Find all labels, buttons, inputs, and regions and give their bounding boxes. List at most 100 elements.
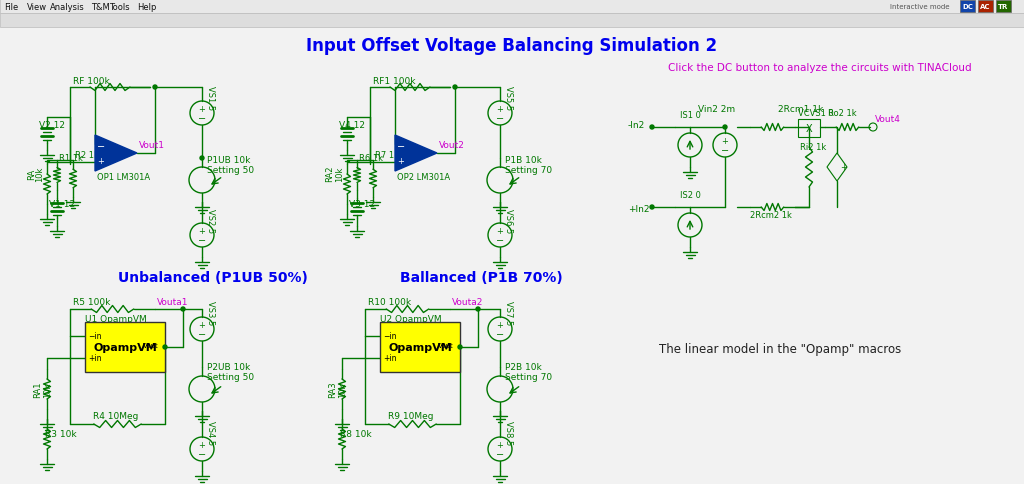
Bar	[85, 322, 165, 372]
Text: Vout: Vout	[143, 343, 159, 349]
Text: 2Rcm1 1k: 2Rcm1 1k	[778, 106, 823, 114]
Text: P1B 10k: P1B 10k	[505, 156, 542, 165]
Text: R9 10Meg: R9 10Meg	[388, 412, 433, 421]
Text: The linear model in the "Opamp" macros: The linear model in the "Opamp" macros	[658, 343, 901, 356]
Text: +: +	[497, 320, 504, 329]
Text: RF 100k: RF 100k	[73, 76, 110, 85]
Text: Vout1: Vout1	[139, 141, 165, 150]
Text: −: −	[198, 330, 206, 340]
Text: U1 OpampVM: U1 OpampVM	[85, 315, 146, 324]
Text: −: −	[496, 450, 504, 459]
Text: +: +	[199, 226, 206, 235]
Text: R10 100k: R10 100k	[368, 298, 411, 307]
Text: TR: TR	[998, 4, 1009, 10]
Text: Help: Help	[137, 2, 157, 12]
Text: OP2 LM301A: OP2 LM301A	[397, 173, 451, 182]
Text: Setting 50: Setting 50	[207, 373, 254, 382]
Text: −: −	[496, 330, 504, 340]
Text: VCVS1 0: VCVS1 0	[798, 108, 834, 117]
Text: IS1 0: IS1 0	[680, 111, 700, 120]
Circle shape	[476, 307, 480, 311]
Text: +: +	[840, 163, 847, 172]
Text: IS2 0: IS2 0	[680, 191, 700, 200]
Circle shape	[200, 157, 204, 161]
Text: +: +	[199, 105, 206, 113]
Text: Setting 70: Setting 70	[505, 166, 552, 175]
Text: −: −	[198, 450, 206, 459]
Text: V3 12: V3 12	[349, 200, 375, 209]
Text: 10k: 10k	[35, 166, 44, 182]
Text: DC: DC	[963, 4, 973, 10]
Text: Ballanced (P1B 70%): Ballanced (P1B 70%)	[400, 271, 563, 285]
Text: RA3: RA3	[328, 381, 337, 397]
Text: Setting 50: Setting 50	[207, 166, 254, 175]
Text: RA2: RA2	[325, 166, 334, 182]
Text: Setting 70: Setting 70	[505, 373, 552, 382]
Text: Analysis: Analysis	[50, 2, 85, 12]
Text: VS8 5: VS8 5	[504, 420, 513, 444]
Text: Vouta2: Vouta2	[452, 298, 483, 307]
Text: +In2: +In2	[628, 205, 649, 214]
Bar	[961, 1, 975, 13]
Bar	[996, 1, 1011, 13]
Circle shape	[163, 345, 167, 349]
Circle shape	[650, 126, 654, 130]
Text: −: −	[397, 141, 406, 151]
Text: +: +	[97, 156, 104, 166]
Text: +: +	[497, 440, 504, 449]
Text: Vout: Vout	[438, 343, 454, 349]
Text: P2UB 10k: P2UB 10k	[207, 363, 250, 372]
Text: Vout2: Vout2	[439, 141, 465, 150]
Text: Ro2 1k: Ro2 1k	[828, 108, 857, 117]
Text: −in: −in	[383, 332, 396, 341]
Text: V2 12: V2 12	[39, 121, 65, 130]
Text: −: −	[198, 236, 206, 246]
Text: R4 10Meg: R4 10Meg	[93, 412, 138, 421]
Text: −: −	[496, 114, 504, 124]
Text: −: −	[97, 141, 105, 151]
Text: VS1 5: VS1 5	[206, 86, 215, 110]
Text: P1UB 10k: P1UB 10k	[207, 156, 251, 165]
Text: Vout4: Vout4	[874, 115, 901, 124]
Text: File: File	[4, 2, 18, 12]
Text: R8 10k: R8 10k	[340, 430, 372, 439]
Text: Vouta1: Vouta1	[157, 298, 188, 307]
Text: Vin2 2m: Vin2 2m	[698, 106, 735, 114]
Text: AC: AC	[980, 4, 991, 10]
Text: V1 12: V1 12	[49, 200, 75, 209]
Text: P2B 10k: P2B 10k	[505, 363, 542, 372]
Text: VS4 5: VS4 5	[206, 420, 215, 444]
Text: 10k: 10k	[43, 381, 52, 397]
Text: Ri2 1k: Ri2 1k	[800, 143, 826, 152]
Bar	[0, 0, 1024, 14]
Text: −: −	[496, 236, 504, 246]
Circle shape	[650, 206, 654, 210]
Text: V4 12: V4 12	[339, 121, 365, 130]
Text: View: View	[27, 2, 47, 12]
Text: 10k: 10k	[335, 166, 344, 182]
Circle shape	[458, 345, 462, 349]
Polygon shape	[395, 136, 437, 172]
Text: VS5 5: VS5 5	[504, 86, 513, 110]
Text: Tools: Tools	[110, 2, 130, 12]
Text: VS7 5: VS7 5	[504, 300, 513, 324]
Text: −in: −in	[88, 332, 101, 341]
Circle shape	[153, 86, 157, 90]
Bar	[798, 120, 820, 138]
Text: RF1 100k: RF1 100k	[373, 76, 416, 85]
Text: +in: +in	[383, 354, 396, 363]
Text: +: +	[397, 156, 404, 166]
Text: Unbalanced (P1UB 50%): Unbalanced (P1UB 50%)	[118, 271, 308, 285]
Text: R1 1k: R1 1k	[59, 154, 83, 163]
Text: +: +	[199, 440, 206, 449]
Text: +: +	[199, 320, 206, 329]
Polygon shape	[95, 136, 137, 172]
Text: R2 1Meg: R2 1Meg	[75, 151, 112, 160]
Text: U2 OpampVM: U2 OpampVM	[380, 315, 441, 324]
Bar	[380, 322, 460, 372]
Text: OpampVM: OpampVM	[93, 342, 157, 352]
Circle shape	[453, 86, 457, 90]
Text: 10k: 10k	[338, 381, 347, 397]
Text: −: −	[198, 114, 206, 124]
Text: +: +	[722, 136, 728, 145]
